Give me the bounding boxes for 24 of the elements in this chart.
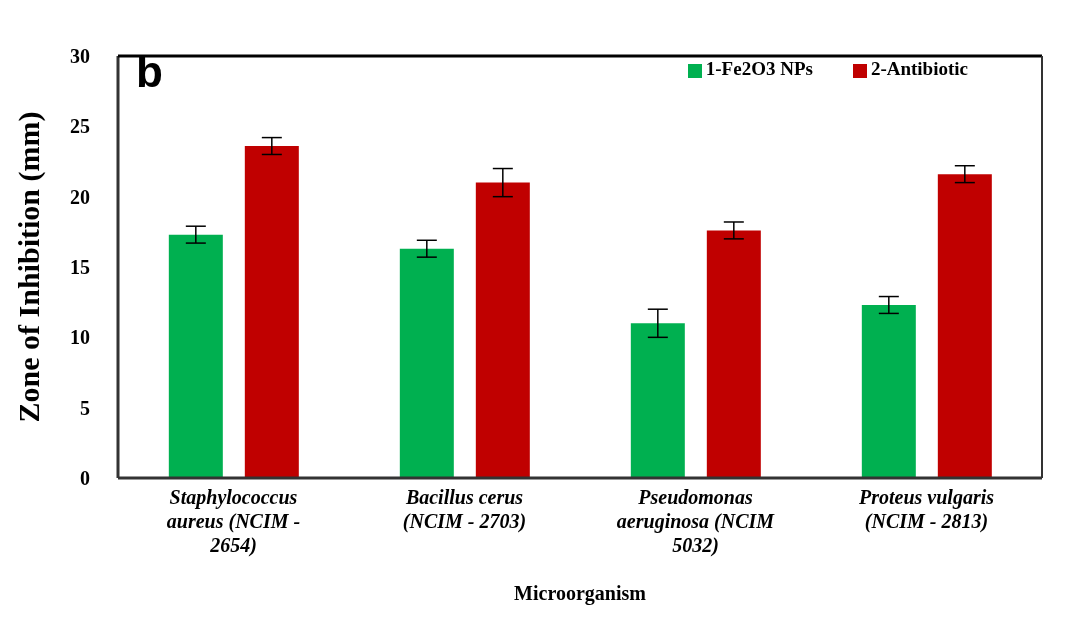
- x-tick-label: Proteus vulgaris (NCIM - 2813): [857, 486, 995, 533]
- bar: [244, 146, 299, 478]
- y-axis-title: Zone of Inhibition (mm): [11, 111, 46, 423]
- x-axis-title: Microorganism: [514, 582, 647, 605]
- y-tick-label: 15: [70, 256, 90, 279]
- bar: [630, 323, 685, 478]
- legend-label: 2-Antibiotic: [870, 58, 968, 79]
- x-tick-label: Pseudomonas aeruginosa (NCIM 5032): [616, 486, 776, 557]
- bar: [706, 230, 761, 478]
- x-tick-label: Bacillus cerus (NCIM - 2703): [402, 486, 527, 533]
- y-tick-label: 0: [80, 467, 90, 490]
- bar: [475, 182, 530, 478]
- y-tick-label: 5: [80, 396, 90, 419]
- bar: [168, 234, 223, 478]
- x-tick-label: Staphylococcus aureus (NCIM - 2654): [166, 486, 301, 557]
- bar: [861, 304, 916, 478]
- annotation: b: [136, 47, 163, 96]
- legend-label: 1-Fe2O3 NPs: [705, 58, 813, 79]
- bar: [937, 174, 992, 478]
- y-tick-label: 30: [70, 45, 90, 68]
- bar: [399, 248, 454, 478]
- y-tick-label: 25: [70, 115, 90, 138]
- y-tick-label: 20: [70, 185, 90, 208]
- y-tick-label: 10: [70, 326, 90, 349]
